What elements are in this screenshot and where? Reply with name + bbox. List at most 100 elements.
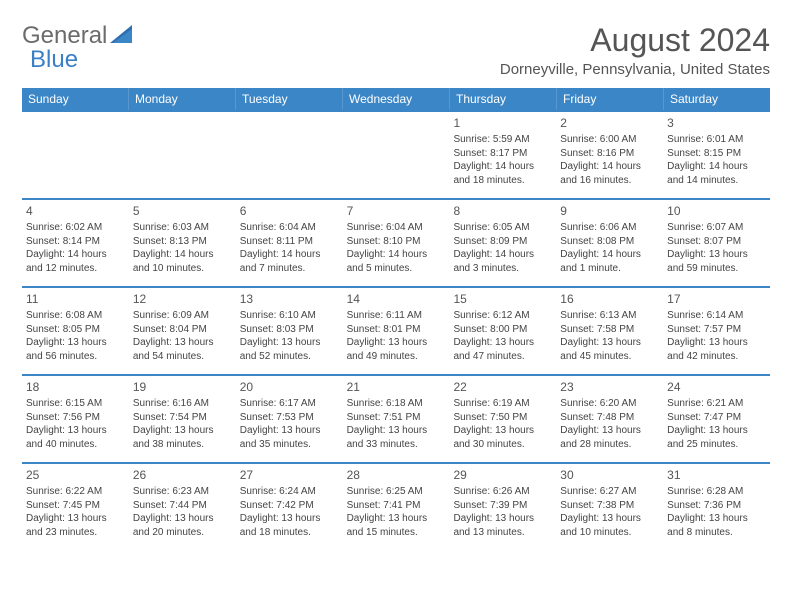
week-row: 11Sunrise: 6:08 AMSunset: 8:05 PMDayligh…: [22, 286, 770, 374]
weekday-header: Saturday: [664, 88, 770, 110]
day-cell: 13Sunrise: 6:10 AMSunset: 8:03 PMDayligh…: [236, 288, 343, 374]
day-info-line: Sunset: 8:01 PM: [347, 323, 446, 337]
day-info-line: Sunrise: 6:00 AM: [560, 133, 659, 147]
day-info-line: and 7 minutes.: [240, 262, 339, 276]
day-number: 20: [240, 379, 339, 395]
weeks-container: 1Sunrise: 5:59 AMSunset: 8:17 PMDaylight…: [22, 110, 770, 550]
day-number: 5: [133, 203, 232, 219]
day-info-line: and 52 minutes.: [240, 350, 339, 364]
weekday-header: Wednesday: [343, 88, 450, 110]
day-info-line: Daylight: 13 hours: [667, 248, 766, 262]
day-cell: 7Sunrise: 6:04 AMSunset: 8:10 PMDaylight…: [343, 200, 450, 286]
day-number: 12: [133, 291, 232, 307]
day-info-line: and 12 minutes.: [26, 262, 125, 276]
day-info-line: and 3 minutes.: [453, 262, 552, 276]
day-info-line: Sunrise: 6:06 AM: [560, 221, 659, 235]
weekday-header: Sunday: [22, 88, 129, 110]
day-number: 4: [26, 203, 125, 219]
day-info-line: and 38 minutes.: [133, 438, 232, 452]
day-info-line: Daylight: 13 hours: [453, 336, 552, 350]
day-info-line: Sunrise: 6:26 AM: [453, 485, 552, 499]
day-number: 16: [560, 291, 659, 307]
day-cell: 26Sunrise: 6:23 AMSunset: 7:44 PMDayligh…: [129, 464, 236, 550]
day-info-line: Sunset: 8:10 PM: [347, 235, 446, 249]
day-number: 30: [560, 467, 659, 483]
day-info-line: Sunset: 8:07 PM: [667, 235, 766, 249]
day-info-line: and 47 minutes.: [453, 350, 552, 364]
weekday-header: Friday: [557, 88, 664, 110]
day-info-line: Sunset: 8:11 PM: [240, 235, 339, 249]
day-cell: 9Sunrise: 6:06 AMSunset: 8:08 PMDaylight…: [556, 200, 663, 286]
week-row: 25Sunrise: 6:22 AMSunset: 7:45 PMDayligh…: [22, 462, 770, 550]
day-info-line: and 8 minutes.: [667, 526, 766, 540]
day-info-line: Daylight: 13 hours: [240, 336, 339, 350]
day-info-line: Sunset: 8:15 PM: [667, 147, 766, 161]
day-info-line: Daylight: 14 hours: [560, 160, 659, 174]
day-number: 29: [453, 467, 552, 483]
day-info-line: Sunrise: 6:17 AM: [240, 397, 339, 411]
day-number: 13: [240, 291, 339, 307]
day-info-line: Sunset: 7:41 PM: [347, 499, 446, 513]
day-info-line: Sunset: 7:56 PM: [26, 411, 125, 425]
day-info-line: Daylight: 13 hours: [560, 336, 659, 350]
day-info-line: and 18 minutes.: [453, 174, 552, 188]
empty-cell: [343, 112, 450, 198]
day-info-line: and 33 minutes.: [347, 438, 446, 452]
weekday-header: Monday: [129, 88, 236, 110]
day-info-line: and 30 minutes.: [453, 438, 552, 452]
day-info-line: and 14 minutes.: [667, 174, 766, 188]
day-info-line: Daylight: 13 hours: [26, 512, 125, 526]
day-info-line: Sunrise: 6:27 AM: [560, 485, 659, 499]
day-cell: 30Sunrise: 6:27 AMSunset: 7:38 PMDayligh…: [556, 464, 663, 550]
day-cell: 10Sunrise: 6:07 AMSunset: 8:07 PMDayligh…: [663, 200, 770, 286]
day-info-line: Daylight: 14 hours: [667, 160, 766, 174]
day-cell: 18Sunrise: 6:15 AMSunset: 7:56 PMDayligh…: [22, 376, 129, 462]
day-info-line: and 40 minutes.: [26, 438, 125, 452]
day-info-line: Sunset: 7:57 PM: [667, 323, 766, 337]
day-info-line: Sunset: 8:17 PM: [453, 147, 552, 161]
day-info-line: Sunset: 7:44 PM: [133, 499, 232, 513]
logo-sail-icon: [110, 25, 132, 43]
day-number: 6: [240, 203, 339, 219]
day-info-line: Daylight: 13 hours: [347, 512, 446, 526]
day-info-line: Sunrise: 6:10 AM: [240, 309, 339, 323]
day-info-line: Sunrise: 6:05 AM: [453, 221, 552, 235]
day-info-line: Daylight: 13 hours: [667, 336, 766, 350]
day-cell: 22Sunrise: 6:19 AMSunset: 7:50 PMDayligh…: [449, 376, 556, 462]
day-cell: 17Sunrise: 6:14 AMSunset: 7:57 PMDayligh…: [663, 288, 770, 374]
calendar-page: General August 2024 Dorneyville, Pennsyl…: [0, 0, 792, 562]
day-info-line: and 49 minutes.: [347, 350, 446, 364]
day-info-line: Sunrise: 6:04 AM: [347, 221, 446, 235]
week-row: 18Sunrise: 6:15 AMSunset: 7:56 PMDayligh…: [22, 374, 770, 462]
day-info-line: Sunset: 7:39 PM: [453, 499, 552, 513]
day-number: 2: [560, 115, 659, 131]
day-number: 23: [560, 379, 659, 395]
week-row: 4Sunrise: 6:02 AMSunset: 8:14 PMDaylight…: [22, 198, 770, 286]
day-number: 22: [453, 379, 552, 395]
day-info-line: Sunset: 7:58 PM: [560, 323, 659, 337]
day-info-line: Daylight: 14 hours: [560, 248, 659, 262]
day-number: 21: [347, 379, 446, 395]
logo-text-blue: Blue: [30, 46, 78, 74]
week-row: 1Sunrise: 5:59 AMSunset: 8:17 PMDaylight…: [22, 110, 770, 198]
day-info-line: Sunset: 7:48 PM: [560, 411, 659, 425]
day-info-line: Sunrise: 6:23 AM: [133, 485, 232, 499]
day-info-line: Sunset: 8:09 PM: [453, 235, 552, 249]
day-cell: 16Sunrise: 6:13 AMSunset: 7:58 PMDayligh…: [556, 288, 663, 374]
day-info-line: Sunset: 7:36 PM: [667, 499, 766, 513]
day-info-line: Daylight: 13 hours: [560, 424, 659, 438]
day-cell: 23Sunrise: 6:20 AMSunset: 7:48 PMDayligh…: [556, 376, 663, 462]
day-info-line: Daylight: 13 hours: [667, 512, 766, 526]
day-cell: 4Sunrise: 6:02 AMSunset: 8:14 PMDaylight…: [22, 200, 129, 286]
month-title: August 2024: [500, 22, 770, 59]
day-info-line: and 54 minutes.: [133, 350, 232, 364]
day-info-line: Sunrise: 5:59 AM: [453, 133, 552, 147]
day-info-line: Sunrise: 6:07 AM: [667, 221, 766, 235]
day-info-line: and 1 minute.: [560, 262, 659, 276]
day-info-line: Daylight: 13 hours: [133, 336, 232, 350]
day-info-line: and 42 minutes.: [667, 350, 766, 364]
day-info-line: Daylight: 13 hours: [347, 336, 446, 350]
day-info-line: Daylight: 13 hours: [133, 424, 232, 438]
header: General August 2024 Dorneyville, Pennsyl…: [22, 22, 770, 78]
empty-cell: [236, 112, 343, 198]
